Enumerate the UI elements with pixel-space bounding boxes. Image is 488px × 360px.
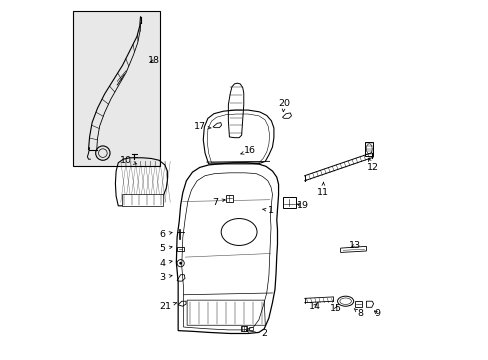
Text: 21: 21 [159,302,176,311]
Text: 6: 6 [160,230,172,239]
Bar [365,142,372,156]
Bar [248,327,253,330]
Text: 3: 3 [160,273,172,282]
Text: 18: 18 [148,57,160,66]
Text: 11: 11 [317,183,329,197]
Text: 12: 12 [366,158,378,172]
Text: 8: 8 [353,309,362,318]
Bar [354,301,362,307]
Text: 17: 17 [193,122,211,131]
Bar [241,326,247,330]
Text: 14: 14 [308,302,320,311]
Text: 2: 2 [246,329,266,338]
Bar [122,194,163,206]
Text: 15: 15 [329,304,341,313]
Text: 9: 9 [373,309,379,318]
FancyBboxPatch shape [282,197,296,208]
Text: 1: 1 [262,206,274,215]
Bar [225,195,233,202]
Text: 13: 13 [348,241,360,250]
Bar [73,12,160,166]
Bar [177,247,183,251]
Text: 5: 5 [160,244,172,253]
Text: 4: 4 [160,259,172,268]
Text: 10: 10 [119,156,137,165]
Text: 20: 20 [277,99,289,112]
Text: 16: 16 [241,146,255,155]
Circle shape [179,262,182,265]
Text: 7: 7 [212,198,224,207]
Text: 19: 19 [296,201,308,210]
